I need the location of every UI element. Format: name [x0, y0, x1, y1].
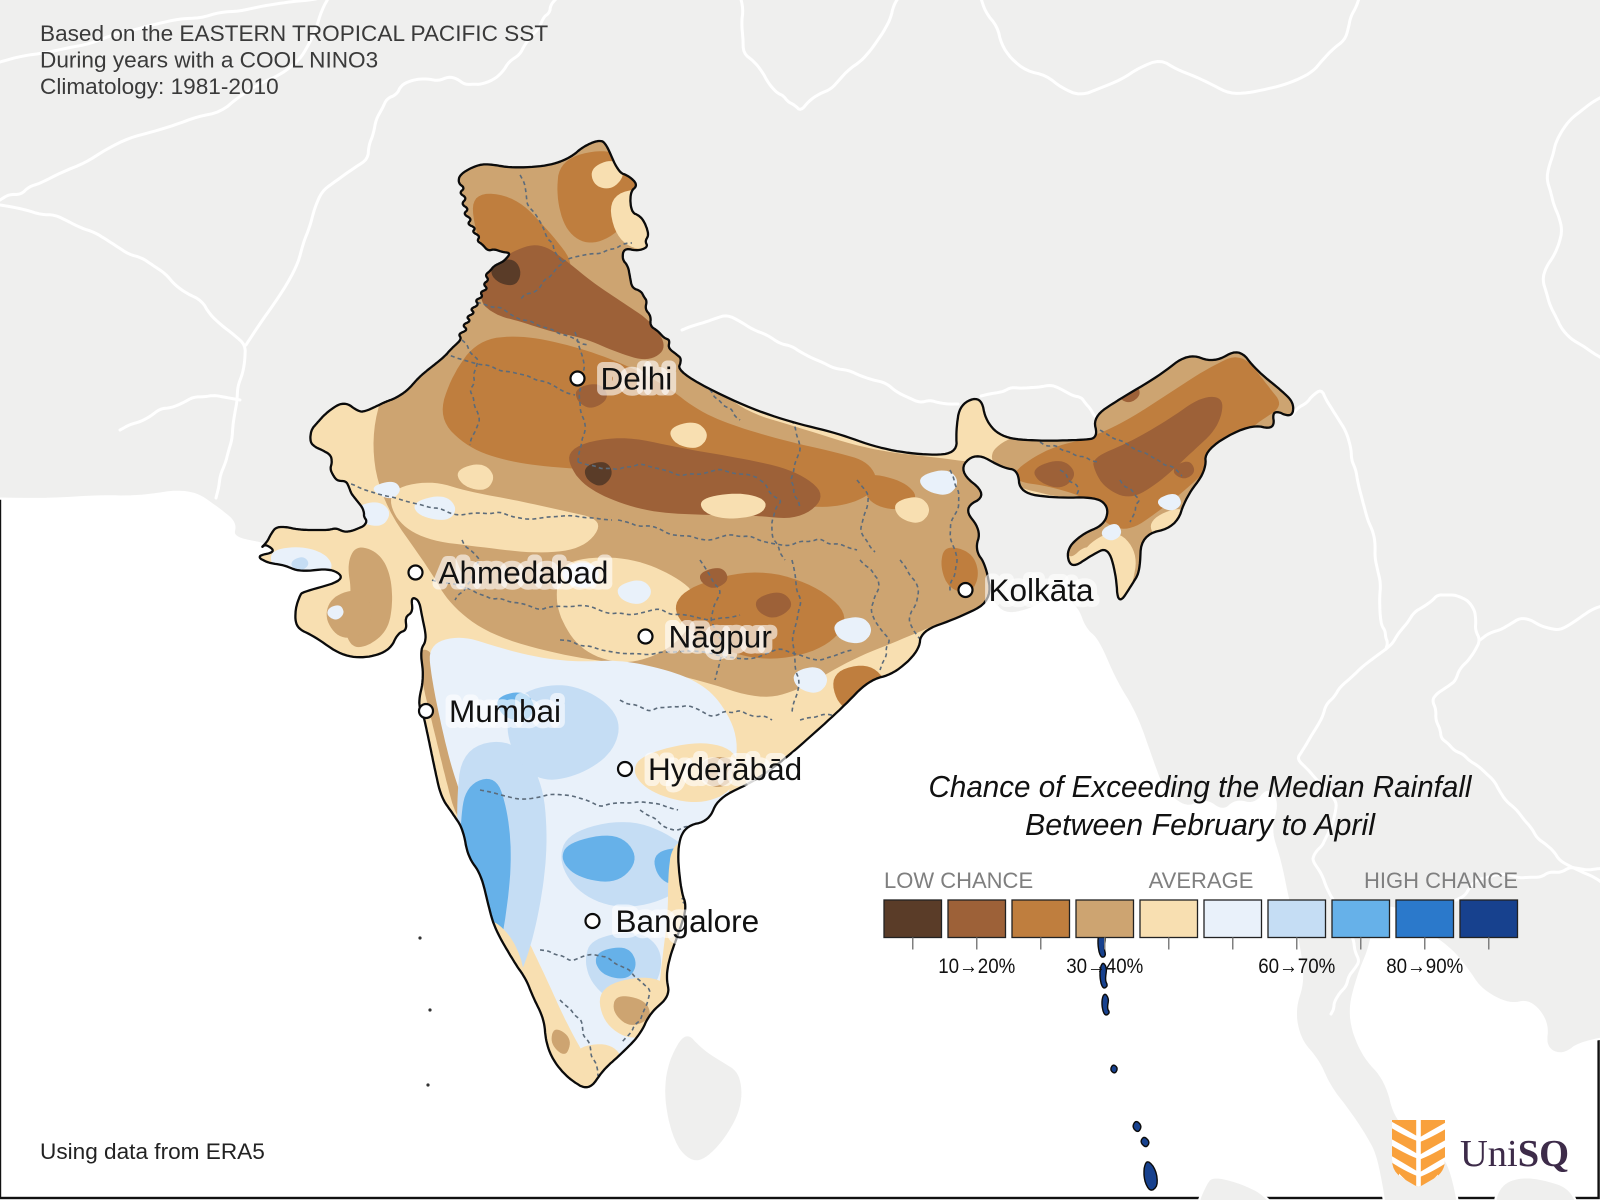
svg-text:Mumbai: Mumbai: [449, 693, 561, 729]
svg-text:Mumbai: Mumbai: [449, 693, 561, 729]
svg-text:Bangalore: Bangalore: [616, 903, 760, 939]
svg-text:30→40%: 30→40%: [1066, 954, 1143, 978]
svg-text:Nāgpur: Nāgpur: [669, 619, 772, 655]
svg-text:80→90%: 80→90%: [1386, 954, 1463, 978]
svg-text:HIGH CHANCE: HIGH CHANCE: [1364, 868, 1518, 893]
svg-text:Using data from ERA5: Using data from ERA5: [40, 1139, 265, 1164]
svg-text:Between February to April: Between February to April: [1025, 808, 1376, 842]
svg-text:Ahmedabad: Ahmedabad: [439, 555, 609, 591]
svg-text:Kolkāta: Kolkāta: [989, 572, 1095, 608]
svg-text:Chance of Exceeding the Median: Chance of Exceeding the Median Rainfall: [929, 770, 1473, 804]
svg-text:Hyderābād: Hyderābād: [648, 751, 802, 787]
svg-text:60→70%: 60→70%: [1258, 954, 1335, 978]
svg-text:10→20%: 10→20%: [938, 954, 1015, 978]
svg-text:Hyderābād: Hyderābād: [648, 751, 802, 787]
svg-text:Climatology: 1981-2010: Climatology: 1981-2010: [40, 74, 279, 99]
svg-text:Ahmedabad: Ahmedabad: [439, 555, 609, 591]
svg-text:Based on the EASTERN TROPICAL: Based on the EASTERN TROPICAL PACIFIC SS…: [40, 21, 548, 46]
svg-text:UniSQ: UniSQ: [1460, 1133, 1569, 1175]
svg-text:Kolkāta: Kolkāta: [989, 572, 1095, 608]
svg-text:Nāgpur: Nāgpur: [669, 619, 772, 655]
svg-text:AVERAGE: AVERAGE: [1149, 868, 1254, 893]
svg-text:Delhi: Delhi: [601, 361, 673, 397]
svg-text:LOW CHANCE: LOW CHANCE: [884, 868, 1033, 893]
svg-text:During years with a COOL NINO3: During years with a COOL NINO3: [40, 48, 378, 73]
svg-text:Delhi: Delhi: [601, 361, 673, 397]
svg-text:Bangalore: Bangalore: [616, 903, 760, 939]
